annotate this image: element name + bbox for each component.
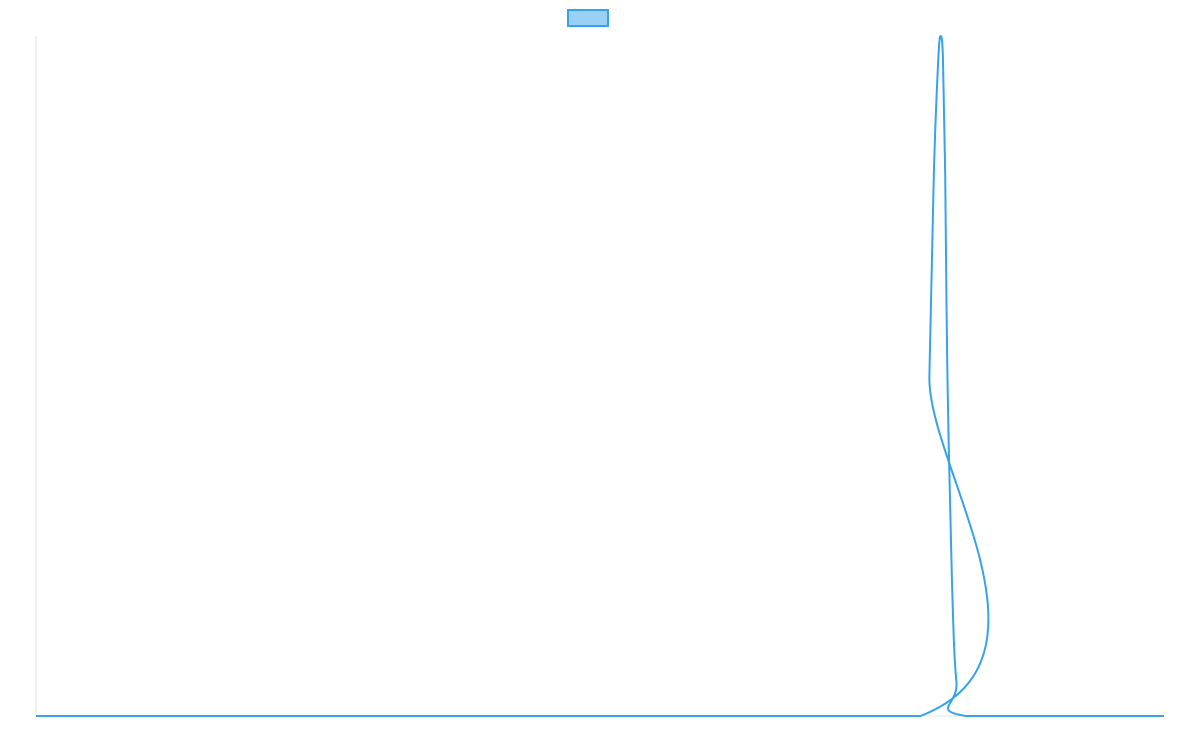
legend-swatch-0[interactable] bbox=[567, 9, 609, 27]
series-layer bbox=[36, 35, 1164, 718]
legend[interactable] bbox=[567, 9, 609, 27]
series-line-0[interactable] bbox=[36, 35, 1164, 718]
axes bbox=[35, 36, 1164, 717]
